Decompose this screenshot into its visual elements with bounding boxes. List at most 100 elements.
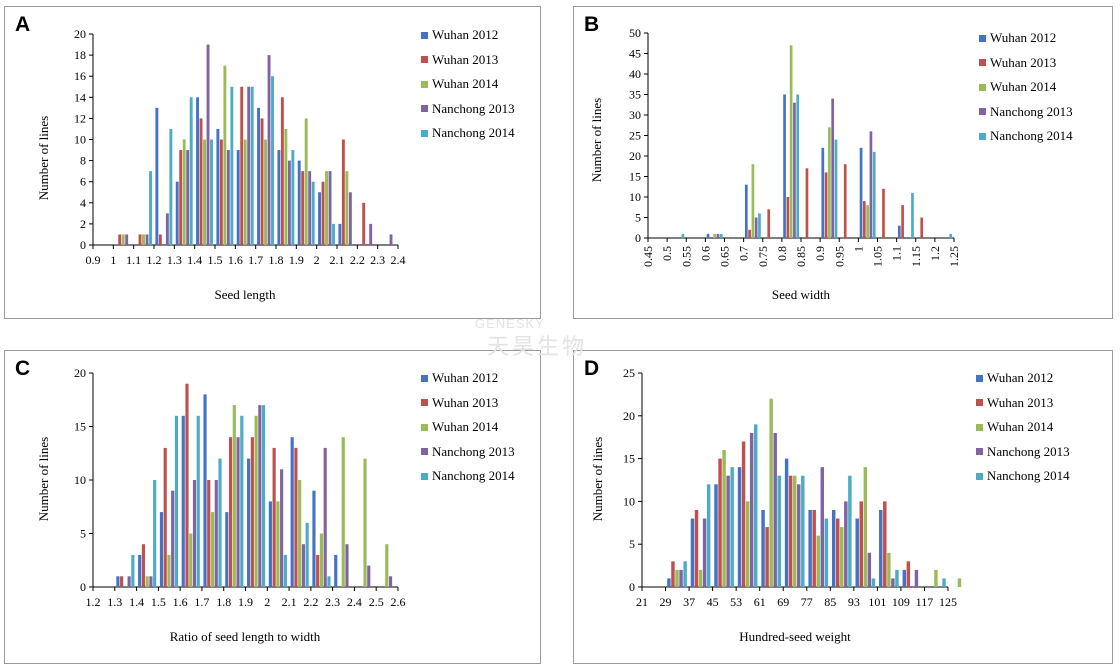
bar (199, 118, 203, 245)
y-tick-label: 10 (74, 133, 86, 147)
x-tick-label: 21 (636, 595, 648, 609)
bar (243, 139, 247, 245)
bar (301, 171, 305, 245)
y-axis-label: Number of lines (590, 436, 605, 522)
bar (116, 576, 120, 587)
x-tick-label: 1.6 (173, 595, 188, 609)
y-tick-label: 2 (80, 217, 86, 231)
bar (216, 128, 220, 245)
x-tick-label: 2.3 (325, 595, 340, 609)
bar (236, 150, 240, 245)
panel-letter: D (584, 357, 600, 380)
y-tick-label: 0 (629, 580, 635, 594)
legend-item: Wuhan 2014 (421, 72, 515, 97)
bar (185, 383, 189, 587)
bar (855, 518, 859, 587)
bar (167, 554, 171, 587)
y-tick-label: 10 (629, 190, 641, 204)
bar (369, 223, 373, 245)
bar (165, 213, 169, 245)
panel-letter: A (15, 13, 31, 36)
bar (345, 171, 349, 245)
legend-swatch (421, 423, 428, 431)
bar (272, 447, 276, 587)
x-tick-label: 93 (848, 595, 860, 609)
y-tick-label: 15 (629, 170, 641, 184)
bar (138, 234, 142, 245)
bar (145, 234, 149, 245)
bar (192, 480, 197, 587)
legend-swatch (421, 472, 428, 480)
bar (236, 437, 240, 587)
bar (142, 234, 145, 245)
bar (690, 518, 695, 587)
bar (844, 501, 848, 587)
bar (675, 569, 679, 587)
x-tick-label: 2.1 (282, 595, 297, 609)
bar (718, 458, 722, 587)
watermark-text-cn: 天昊生物 (487, 334, 588, 359)
bar (824, 172, 828, 238)
bar (169, 128, 173, 245)
y-tick-label: 5 (80, 527, 86, 541)
bar (290, 437, 294, 587)
y-tick-label: 18 (74, 48, 86, 62)
bar (318, 192, 321, 245)
y-tick-label: 20 (74, 27, 86, 41)
bar-chart-c: 0 5 10 15 20 1.2 1.3 1.4 1.5 1.6 1.7 1.8 1.9 2 2.1 2.2 2… (74, 366, 406, 609)
x-tick-label: 1.7 (248, 253, 263, 267)
legend-label: Nanchong 2014 (432, 468, 515, 484)
x-tick-label: 2.2 (350, 253, 365, 267)
legend-item: Nanchong 2014 (421, 121, 515, 146)
y-tick-label: 20 (74, 366, 86, 380)
bar (158, 234, 162, 245)
bar (297, 160, 301, 245)
legend-label: Wuhan 2012 (987, 370, 1054, 386)
bar (713, 233, 716, 238)
bar (149, 576, 153, 587)
x-tick-label: 1.2 (86, 595, 101, 609)
y-tick-label: 25 (623, 366, 635, 380)
bar-chart-b: 0 5 10 15 20 25 30 35 40 45 50 0.45 0.5 0.55 0.6 0.65 0.… (629, 26, 961, 267)
bar (765, 527, 769, 587)
bar (240, 86, 244, 245)
x-tick-label: 0.65 (718, 246, 732, 267)
x-tick-label: 125 (939, 595, 957, 609)
x-tick-label: 1 (851, 246, 865, 252)
x-tick-label: 101 (868, 595, 886, 609)
x-tick-label: 0.55 (679, 246, 693, 267)
bar (332, 223, 335, 245)
bar (683, 561, 687, 587)
bar (777, 475, 781, 587)
bar (121, 234, 125, 245)
bar (792, 475, 797, 587)
bar (754, 217, 758, 238)
x-tick-label: 1.05 (871, 246, 885, 267)
legend-swatch (979, 34, 986, 42)
bar (145, 576, 149, 587)
bar (250, 86, 254, 245)
legend-label: Wuhan 2013 (432, 394, 499, 410)
y-tick-label: 0 (635, 231, 641, 245)
bar (389, 234, 393, 245)
bar-chart-d: 0 5 10 15 20 25 21 29 37 45 53 61 69 77 85 93 101 109 117 1… (623, 366, 962, 609)
bar (334, 554, 338, 587)
legend-item: Wuhan 2013 (421, 48, 515, 73)
bar (789, 45, 793, 238)
bar (751, 164, 755, 238)
bar (210, 139, 213, 245)
y-tick-label: 4 (80, 196, 86, 210)
y-tick-label: 30 (629, 108, 641, 122)
legend-swatch (421, 31, 428, 39)
x-tick-label: 2 (314, 253, 320, 267)
bar (716, 233, 720, 238)
y-tick-label: 5 (635, 211, 641, 225)
y-axis-label: Number of lines (36, 436, 51, 522)
bar (821, 147, 825, 238)
bar (891, 578, 895, 587)
legend-item: Nanchong 2013 (421, 97, 515, 122)
x-tick-label: 2.6 (391, 595, 406, 609)
y-tick-label: 15 (74, 420, 86, 434)
bar (294, 447, 298, 587)
x-tick-label: 1.25 (947, 246, 961, 267)
